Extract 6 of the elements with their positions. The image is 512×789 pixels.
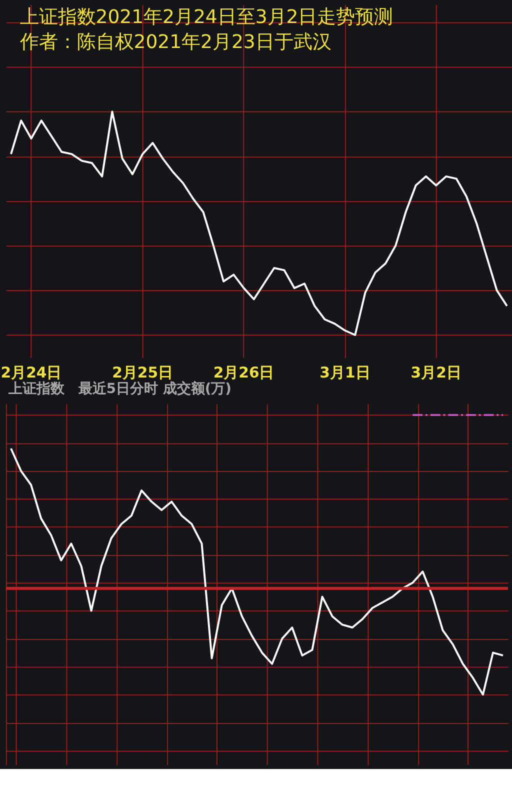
x-tick-label: 3月1日 <box>320 364 370 382</box>
chart-title: 上证指数 最近5日分时 成交额(万) <box>7 380 232 397</box>
x-tick-label: 3月2日 <box>410 364 462 382</box>
x-tick-label: 2月26日 <box>213 364 274 382</box>
x-tick-label: 2月24日 <box>0 364 62 382</box>
x-tick-label: 2月25日 <box>112 364 174 382</box>
